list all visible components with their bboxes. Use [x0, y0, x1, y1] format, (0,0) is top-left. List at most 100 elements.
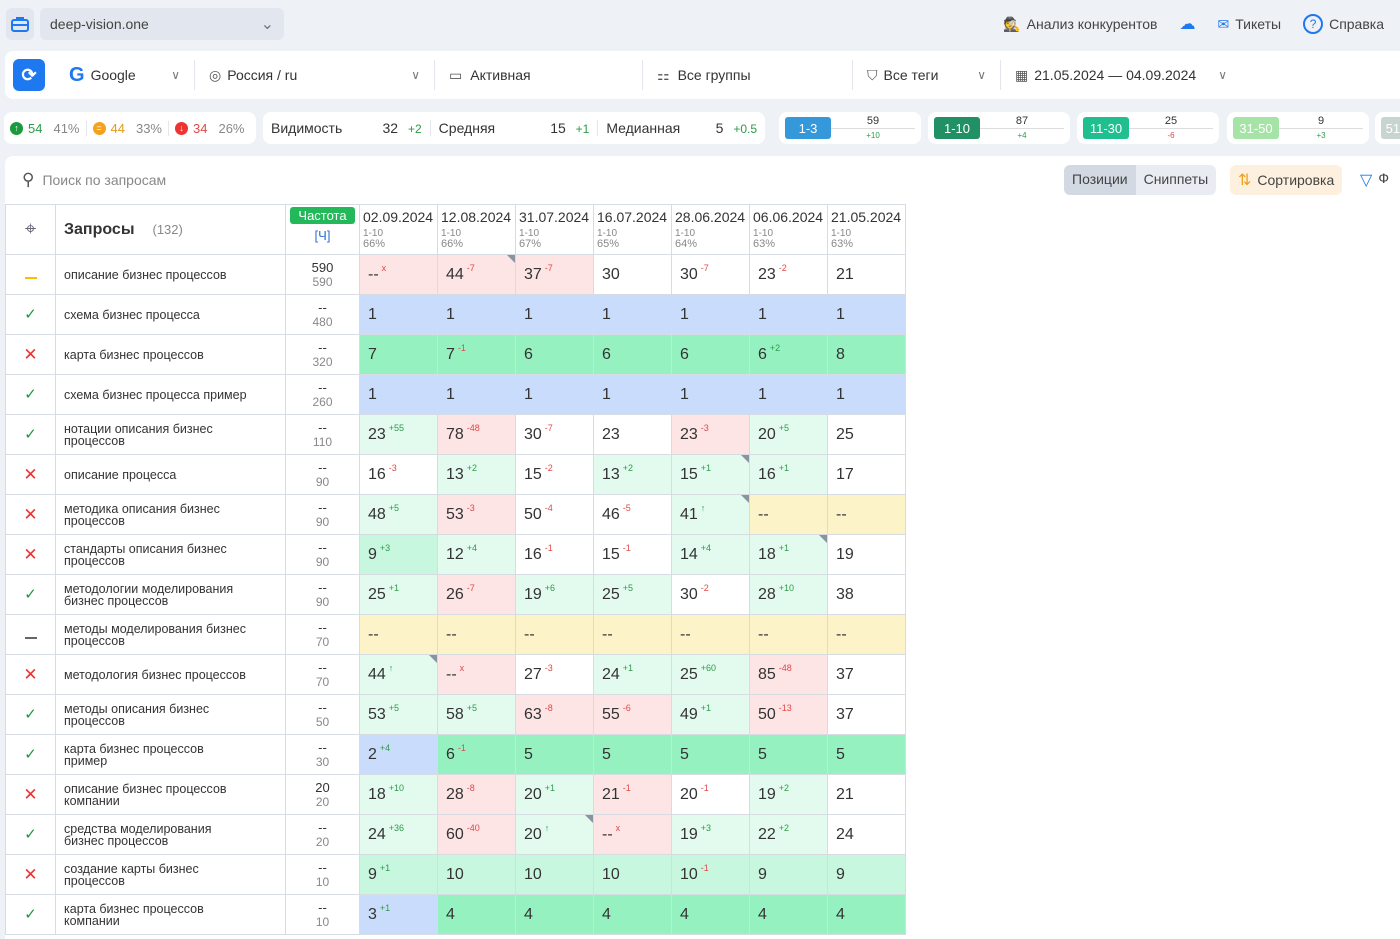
- position-cell[interactable]: 15 -2: [515, 454, 594, 495]
- frequency-type[interactable]: [Ч]: [314, 228, 331, 243]
- position-cell[interactable]: 53 -3: [437, 494, 516, 535]
- table-row[interactable]: ✕ карта бизнес процессов -- 320 7 7 -1 6 6 6 6 +2 8: [5, 334, 906, 375]
- date-column-header[interactable]: 06.06.2024 1-10 63%: [749, 204, 828, 255]
- position-cell[interactable]: 46 -5: [593, 494, 672, 535]
- position-cell[interactable]: 9 +3: [359, 534, 438, 575]
- query-cell[interactable]: карта бизнес процессов пример: [55, 734, 286, 775]
- position-cell[interactable]: -- x: [593, 814, 672, 855]
- table-row[interactable]: ✓ карта бизнес процессов пример -- 30 2 +4 6 -1…: [5, 734, 906, 775]
- table-row[interactable]: ✕ описание бизнес процессов компании 20 20 1…: [5, 774, 906, 815]
- position-cell[interactable]: 4: [593, 894, 672, 935]
- position-cell[interactable]: 1: [593, 374, 672, 415]
- position-cell[interactable]: 1: [515, 294, 594, 335]
- position-cell[interactable]: 27 -3: [515, 654, 594, 695]
- position-cell[interactable]: 5: [749, 734, 828, 775]
- date-column-header[interactable]: 02.09.2024 1-10 66%: [359, 204, 438, 255]
- query-cell[interactable]: методика описания бизнес процессов: [55, 494, 286, 535]
- query-cell[interactable]: карта бизнес процессов: [55, 334, 286, 375]
- position-cell[interactable]: 19 +2: [749, 774, 828, 815]
- position-cell[interactable]: 1: [749, 374, 828, 415]
- table-row[interactable]: методы моделирования бизнес процессов -- 7…: [5, 614, 906, 655]
- position-cell[interactable]: 13 +2: [593, 454, 672, 495]
- position-cell[interactable]: 1: [671, 374, 750, 415]
- position-cell[interactable]: 58 +5: [437, 694, 516, 735]
- position-cell[interactable]: 53 +5: [359, 694, 438, 735]
- position-cell[interactable]: 21: [827, 254, 906, 295]
- metric-0[interactable]: Видимость 32 +2: [263, 120, 431, 136]
- position-cell[interactable]: 5: [515, 734, 594, 775]
- engine-select[interactable]: G Google ∨: [55, 60, 195, 90]
- date-column-header[interactable]: 31.07.2024 1-10 67%: [515, 204, 594, 255]
- table-row[interactable]: ✓ карта бизнес процессов компании -- 10 3 +1 4…: [5, 894, 906, 935]
- table-row[interactable]: ✓ схема бизнес процесса -- 480 1 1 1 1 1 1 1: [5, 294, 906, 335]
- position-cell[interactable]: 22 +2: [749, 814, 828, 855]
- position-cell[interactable]: --: [437, 614, 516, 655]
- position-cell[interactable]: 4: [749, 894, 828, 935]
- query-cell[interactable]: карта бизнес процессов компании: [55, 894, 286, 935]
- position-cell[interactable]: 37: [827, 654, 906, 695]
- position-cell[interactable]: --: [827, 614, 906, 655]
- groups-select[interactable]: ⚏ Все группы: [643, 60, 853, 90]
- date-range-select[interactable]: ▦ 21.05.2024 — 04.09.2024 ∨: [1001, 60, 1241, 90]
- position-cell[interactable]: 23: [593, 414, 672, 455]
- position-cell[interactable]: 5: [671, 734, 750, 775]
- position-cell[interactable]: 1: [515, 374, 594, 415]
- metric-2[interactable]: Медианная 5 +0.5: [598, 120, 765, 136]
- position-cell[interactable]: 9 +1: [359, 854, 438, 895]
- table-row[interactable]: ✓ средства моделирования бизнес процессов…: [5, 814, 906, 855]
- position-cell[interactable]: 2 +4: [359, 734, 438, 775]
- position-cell[interactable]: 8: [827, 334, 906, 375]
- table-row[interactable]: ✕ создание карты бизнес процессов -- 10 9 +1 1…: [5, 854, 906, 895]
- tags-select[interactable]: ⛉ Все теги ∨: [853, 60, 1001, 90]
- query-cell[interactable]: схема бизнес процесса пример: [55, 374, 286, 415]
- position-cell[interactable]: 15 -1: [593, 534, 672, 575]
- search-input[interactable]: ⚲ Поиск по запросам: [22, 170, 166, 190]
- position-cell[interactable]: 16 +1: [749, 454, 828, 495]
- position-cell[interactable]: 1: [593, 294, 672, 335]
- position-cell[interactable]: 30 -7: [515, 414, 594, 455]
- position-cell[interactable]: 1: [827, 294, 906, 335]
- position-cell[interactable]: 55 -6: [593, 694, 672, 735]
- position-cell[interactable]: 37 -7: [515, 254, 594, 295]
- position-cell[interactable]: 6: [515, 334, 594, 375]
- query-cell[interactable]: средства моделирования бизнес процессов: [55, 814, 286, 855]
- position-cell[interactable]: 4: [515, 894, 594, 935]
- position-cell[interactable]: 44 ↑: [359, 654, 438, 695]
- position-cell[interactable]: 60 -40: [437, 814, 516, 855]
- position-cell[interactable]: 16 -3: [359, 454, 438, 495]
- date-column-header[interactable]: 21.05.2024 1-10 63%: [827, 204, 906, 255]
- table-row[interactable]: ✓ нотации описания бизнес процессов -- 110 2…: [5, 414, 906, 455]
- filter-button[interactable]: ▽ Ф: [1360, 170, 1389, 190]
- position-cell[interactable]: 20 +1: [515, 774, 594, 815]
- position-cell[interactable]: 14 +4: [671, 534, 750, 575]
- position-cell[interactable]: 1: [359, 374, 438, 415]
- position-cell[interactable]: 23 -3: [671, 414, 750, 455]
- position-cell[interactable]: 19: [827, 534, 906, 575]
- query-cell[interactable]: описание бизнес процессов компании: [55, 774, 286, 815]
- position-cell[interactable]: --: [671, 614, 750, 655]
- position-cell[interactable]: 10 -1: [671, 854, 750, 895]
- position-cell[interactable]: 18 +10: [359, 774, 438, 815]
- bucket-3[interactable]: 31-50 9 +3: [1227, 112, 1369, 144]
- position-cell[interactable]: 1: [749, 294, 828, 335]
- position-cell[interactable]: 25 +60: [671, 654, 750, 695]
- region-select[interactable]: ◎ Россия / ru ∨: [195, 60, 435, 90]
- position-cell[interactable]: 38: [827, 574, 906, 615]
- tickets-link[interactable]: ✉ Тикеты: [1218, 16, 1282, 33]
- table-row[interactable]: ✓ схема бизнес процесса пример -- 260 1 1 1 1 1 1…: [5, 374, 906, 415]
- query-cell[interactable]: описание процесса: [55, 454, 286, 495]
- position-cell[interactable]: 24 +1: [593, 654, 672, 695]
- briefcase-icon[interactable]: [6, 8, 34, 40]
- position-cell[interactable]: --: [749, 494, 828, 535]
- query-cell[interactable]: нотации описания бизнес процессов: [55, 414, 286, 455]
- query-cell[interactable]: методологии моделирования бизнес процесс…: [55, 574, 286, 615]
- position-cell[interactable]: 5: [593, 734, 672, 775]
- position-cell[interactable]: -- x: [437, 654, 516, 695]
- date-column-header[interactable]: 16.07.2024 1-10 65%: [593, 204, 672, 255]
- position-cell[interactable]: --: [827, 494, 906, 535]
- position-cell[interactable]: 25: [827, 414, 906, 455]
- query-cell[interactable]: методы описания бизнес процессов: [55, 694, 286, 735]
- position-cell[interactable]: 7: [359, 334, 438, 375]
- position-cell[interactable]: --: [515, 614, 594, 655]
- sort-button[interactable]: ⇅ Сортировка: [1230, 165, 1343, 195]
